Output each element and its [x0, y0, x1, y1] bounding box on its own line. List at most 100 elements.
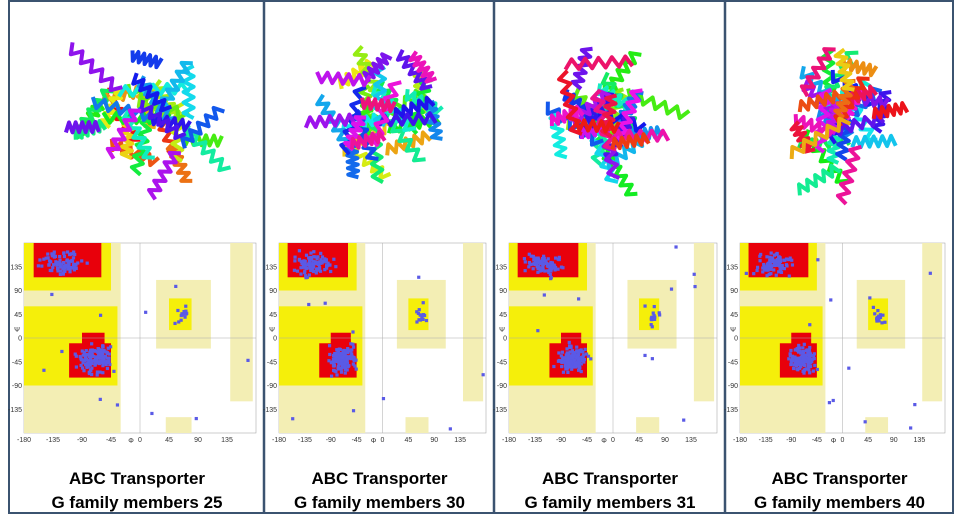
- y-tick-label: -90: [728, 383, 738, 390]
- x-tick-label: -180: [733, 437, 747, 444]
- residue-point: [354, 358, 357, 361]
- residue-point: [107, 360, 110, 363]
- residue-point: [183, 311, 186, 314]
- residue-point: [82, 369, 85, 372]
- residue-point: [873, 312, 876, 315]
- residue-point: [548, 267, 551, 270]
- residue-point: [543, 269, 546, 272]
- residue-point: [543, 293, 546, 296]
- residue-point: [561, 351, 564, 354]
- residue-point: [780, 271, 783, 274]
- allowed-region: [694, 243, 714, 401]
- y-tick-label: 135: [10, 264, 22, 271]
- residue-point: [69, 253, 72, 256]
- residue-point: [303, 269, 306, 272]
- residue-point: [328, 264, 331, 267]
- residue-point: [93, 349, 96, 352]
- allowed-region: [230, 243, 253, 401]
- residue-point: [311, 267, 314, 270]
- y-tick-label: 0: [503, 336, 507, 343]
- x-tick-label: -90: [77, 437, 87, 444]
- residue-point: [74, 263, 77, 266]
- residue-point: [523, 257, 526, 260]
- residue-point: [299, 272, 302, 275]
- allowed-region: [636, 417, 659, 433]
- residue-point: [82, 354, 85, 357]
- y-tick-label: -45: [497, 359, 507, 366]
- residue-point: [803, 343, 806, 346]
- residue-point: [37, 264, 40, 267]
- x-tick-label: 0: [841, 437, 845, 444]
- y-tick-label: -135: [493, 407, 507, 414]
- residue-point: [799, 360, 802, 363]
- residue-point: [651, 357, 654, 360]
- residue-point: [552, 365, 555, 368]
- residue-point: [47, 264, 50, 267]
- residue-point: [693, 285, 696, 288]
- residue-point: [643, 354, 646, 357]
- x-axis-symbol: Φ: [128, 438, 134, 445]
- y-tick-label: 90: [730, 288, 738, 295]
- residue-point: [810, 360, 813, 363]
- residue-point: [90, 342, 93, 345]
- residue-point: [75, 267, 78, 270]
- x-tick-label: 45: [165, 437, 173, 444]
- residue-point: [816, 258, 819, 261]
- residue-point: [46, 252, 49, 255]
- residue-point: [334, 265, 337, 268]
- residue-point: [299, 266, 302, 269]
- residue-point: [422, 318, 425, 321]
- residue-point: [51, 266, 54, 269]
- residue-point: [556, 268, 559, 271]
- caption-line: G family members 31: [524, 493, 695, 512]
- residue-point: [63, 255, 66, 258]
- residue-point: [293, 269, 296, 272]
- residue-point: [88, 371, 91, 374]
- residue-point: [323, 268, 326, 271]
- caption-line: G family members 30: [294, 493, 465, 512]
- residue-point: [344, 368, 347, 371]
- residue-point: [766, 268, 769, 271]
- residue-point: [322, 260, 325, 263]
- residue-point: [816, 368, 819, 371]
- x-tick-label: 0: [381, 437, 385, 444]
- residue-point: [576, 361, 579, 364]
- residue-point: [97, 347, 100, 350]
- residue-point: [309, 251, 312, 254]
- y-tick-label: 45: [269, 312, 277, 319]
- residue-point: [572, 355, 575, 358]
- residue-point: [482, 373, 485, 376]
- x-tick-label: 45: [635, 437, 643, 444]
- residue-point: [929, 272, 932, 275]
- residue-point: [347, 365, 350, 368]
- residue-point: [173, 322, 176, 325]
- residue-point: [49, 269, 52, 272]
- residue-point: [53, 250, 56, 253]
- x-tick-label: 45: [864, 437, 872, 444]
- residue-point: [75, 365, 78, 368]
- residue-point: [758, 259, 761, 262]
- x-tick-label: -90: [326, 437, 336, 444]
- residue-point: [798, 357, 801, 360]
- x-axis-symbol: Φ: [831, 438, 837, 445]
- y-tick-label: -135: [8, 407, 22, 414]
- residue-point: [332, 357, 335, 360]
- residue-point: [329, 270, 332, 273]
- residue-point: [106, 367, 109, 370]
- residue-point: [808, 323, 811, 326]
- residue-point: [578, 367, 581, 370]
- figure: -180-135-90-450459013513590450-45-90-135…: [0, 0, 955, 514]
- residue-point: [333, 352, 336, 355]
- residue-point: [420, 315, 423, 318]
- residue-point: [580, 370, 583, 373]
- x-tick-label: -135: [528, 437, 542, 444]
- residue-point: [776, 252, 779, 255]
- residue-point: [670, 288, 673, 291]
- residue-point: [803, 358, 806, 361]
- residue-point: [101, 344, 104, 347]
- residue-point: [340, 359, 343, 362]
- residue-point: [346, 351, 349, 354]
- residue-point: [773, 264, 776, 267]
- residue-point: [417, 276, 420, 279]
- y-tick-label: 90: [14, 288, 22, 295]
